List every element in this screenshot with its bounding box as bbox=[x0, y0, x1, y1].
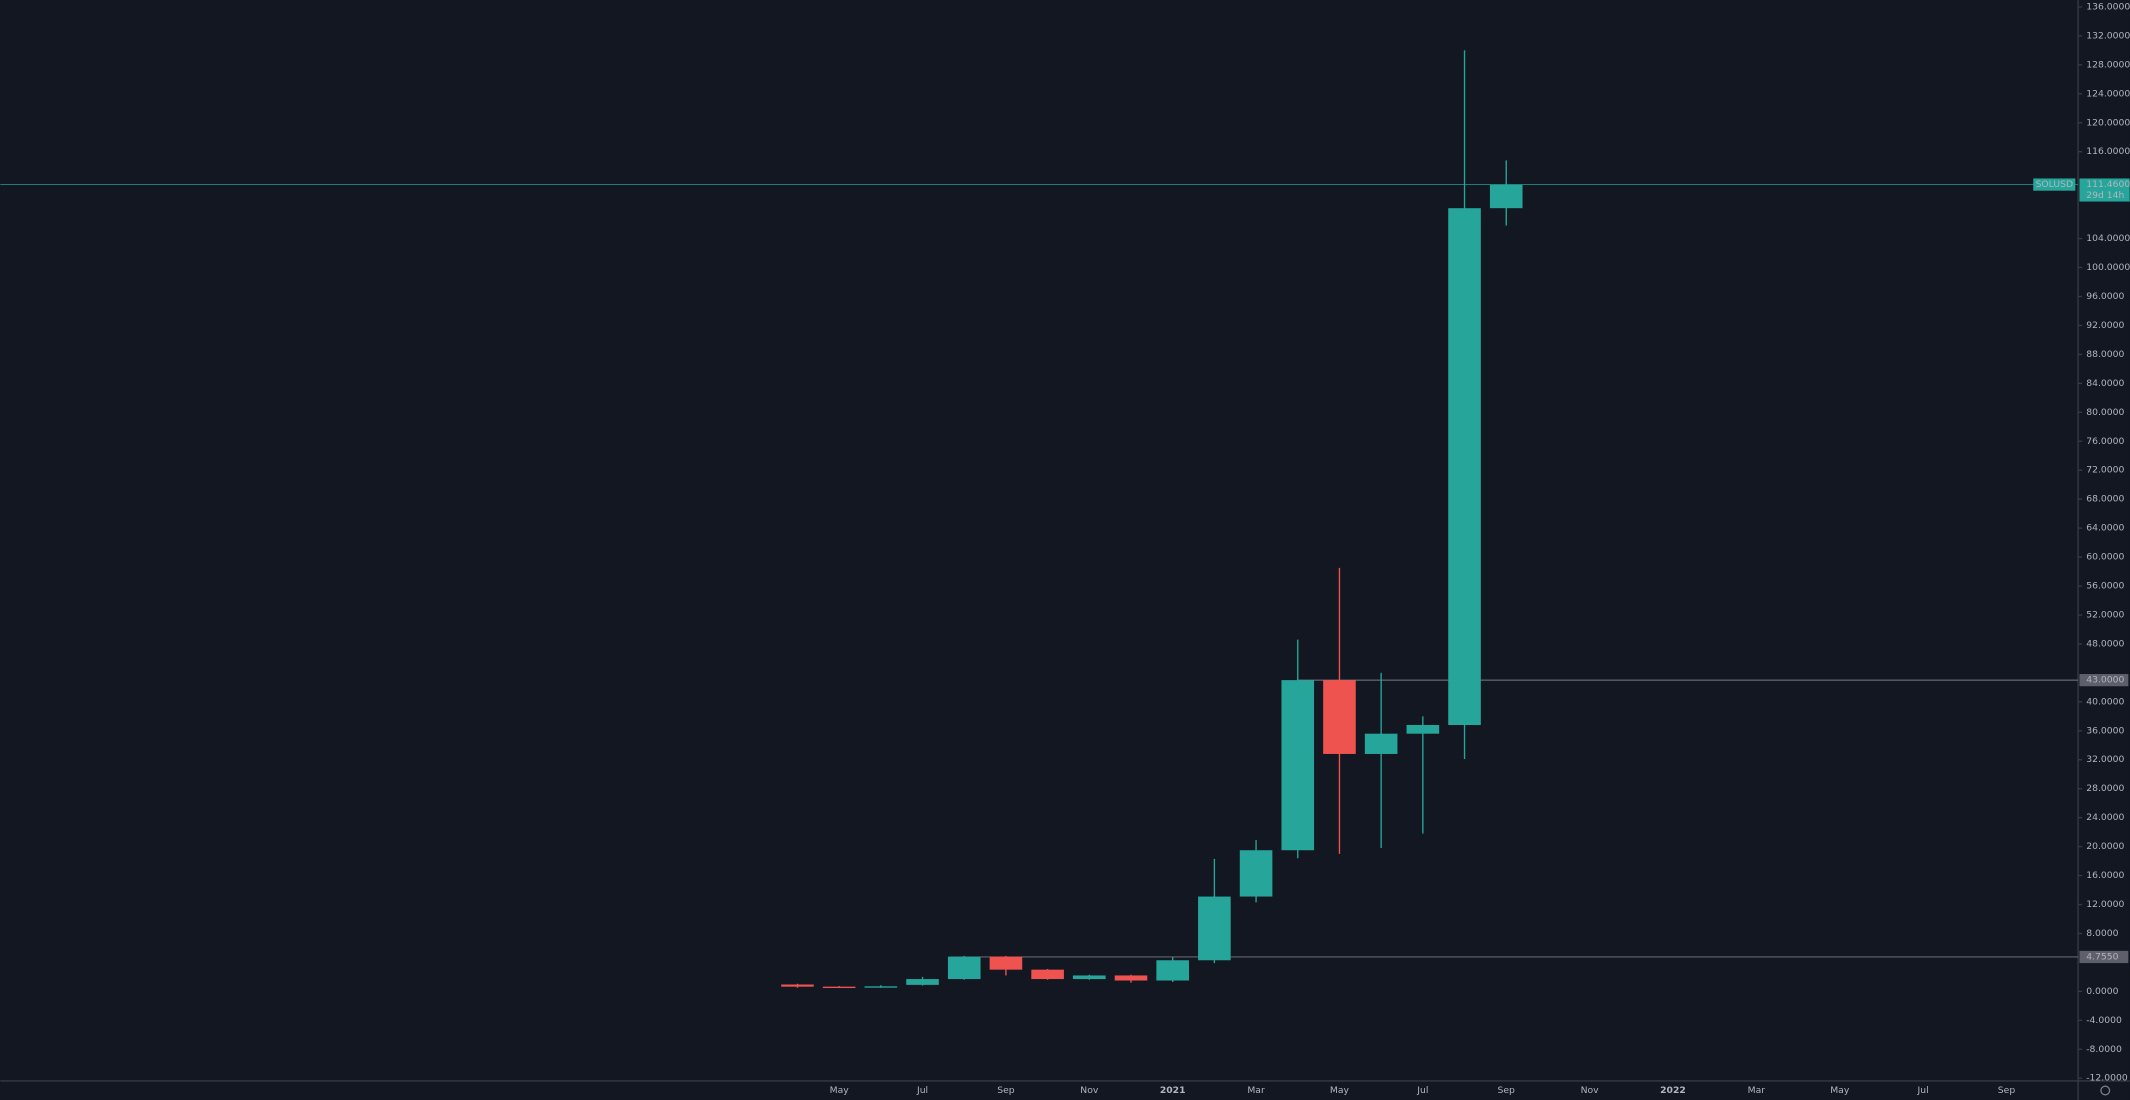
x-tick-label: May bbox=[830, 1085, 850, 1096]
y-tick-label: 104.0000 bbox=[2086, 233, 2130, 244]
x-tick-label: Sep bbox=[1998, 1085, 2016, 1096]
y-tick-label: 124.0000 bbox=[2086, 88, 2130, 99]
y-tick-label: 136.0000 bbox=[2086, 1, 2130, 12]
y-tick-label: 60.0000 bbox=[2086, 552, 2124, 563]
candle-body bbox=[947, 956, 981, 980]
candle-body bbox=[1031, 969, 1064, 980]
x-tick-label: Nov bbox=[1080, 1085, 1099, 1096]
y-tick-label: 68.0000 bbox=[2086, 494, 2124, 505]
y-tick-label: 72.0000 bbox=[2086, 465, 2124, 476]
x-tick-label: May bbox=[1330, 1085, 1350, 1096]
y-tick-label: -8.0000 bbox=[2086, 1044, 2122, 1055]
last-price-label: 111.4600 bbox=[2086, 179, 2130, 190]
x-tick-label: Sep bbox=[1498, 1085, 1516, 1096]
y-tick-label: 116.0000 bbox=[2086, 146, 2130, 157]
y-tick-label: 40.0000 bbox=[2086, 696, 2124, 707]
x-tick-label: Jul bbox=[916, 1085, 928, 1096]
y-tick-label: 48.0000 bbox=[2086, 638, 2124, 649]
candle-body bbox=[1156, 960, 1189, 981]
candle-body bbox=[906, 979, 939, 985]
y-tick-label: 52.0000 bbox=[2086, 609, 2124, 620]
y-tick-label: 64.0000 bbox=[2086, 523, 2124, 534]
candle-body bbox=[1323, 680, 1356, 754]
x-tick-label: May bbox=[1830, 1085, 1850, 1096]
y-tick-label: 24.0000 bbox=[2086, 812, 2124, 823]
symbol-tag bbox=[2033, 178, 2076, 191]
y-tick-label: 0.0000 bbox=[2086, 986, 2118, 997]
y-tick-label: 32.0000 bbox=[2086, 754, 2124, 765]
settings-icon[interactable] bbox=[2100, 1085, 2111, 1096]
y-tick-label: 36.0000 bbox=[2086, 725, 2124, 736]
x-tick-label: Mar bbox=[1247, 1085, 1265, 1096]
level-tag bbox=[2079, 674, 2129, 687]
y-tick-label: 84.0000 bbox=[2086, 378, 2124, 389]
x-tick-label: Jul bbox=[1416, 1085, 1428, 1096]
y-tick-label: 80.0000 bbox=[2086, 407, 2124, 418]
y-tick-label: -12.0000 bbox=[2086, 1073, 2128, 1084]
symbol-label: SOLUSD bbox=[2036, 179, 2073, 190]
x-tick-label: Mar bbox=[1748, 1085, 1766, 1096]
candle-body bbox=[1448, 208, 1481, 726]
y-tick-label: 20.0000 bbox=[2086, 841, 2124, 852]
x-tick-label: 2022 bbox=[1660, 1085, 1686, 1096]
y-tick-label: 28.0000 bbox=[2086, 783, 2124, 794]
level-label: 4.7550 bbox=[2086, 951, 2118, 962]
y-tick-label: 8.0000 bbox=[2086, 928, 2118, 939]
y-tick-label: 88.0000 bbox=[2086, 349, 2124, 360]
x-tick-label: Jul bbox=[1917, 1085, 1929, 1096]
candle-body bbox=[1489, 184, 1523, 209]
candle-body bbox=[1406, 725, 1440, 734]
candle-body bbox=[1364, 733, 1398, 754]
candle-body bbox=[864, 986, 898, 988]
y-tick-label: 16.0000 bbox=[2086, 870, 2124, 881]
candle-body bbox=[1073, 975, 1106, 980]
x-tick-label: Sep bbox=[997, 1085, 1015, 1096]
y-tick-label: 132.0000 bbox=[2086, 30, 2130, 41]
y-tick-label: 128.0000 bbox=[2086, 59, 2130, 70]
y-tick-label: 76.0000 bbox=[2086, 436, 2124, 447]
y-tick-label: 12.0000 bbox=[2086, 899, 2124, 910]
level-tag bbox=[2079, 950, 2129, 964]
candle-body bbox=[1239, 850, 1273, 897]
y-tick-label: 92.0000 bbox=[2086, 320, 2124, 331]
candle-body bbox=[989, 956, 1023, 970]
candle-body bbox=[1114, 975, 1148, 981]
y-tick-label: -4.0000 bbox=[2086, 1015, 2122, 1026]
candle-body bbox=[781, 984, 814, 987]
countdown: 29d 14h bbox=[2086, 190, 2124, 201]
x-tick-label: 2021 bbox=[1160, 1085, 1186, 1096]
candle-body bbox=[822, 986, 856, 989]
candle-body bbox=[1198, 896, 1231, 961]
x-tick-label: Nov bbox=[1581, 1085, 1600, 1096]
level-label: 43.0000 bbox=[2086, 675, 2124, 686]
candle-body bbox=[1281, 680, 1315, 851]
y-tick-label: 120.0000 bbox=[2086, 117, 2130, 128]
y-tick-label: 56.0000 bbox=[2086, 581, 2124, 592]
last-price-tag bbox=[2079, 178, 2130, 202]
y-tick-label: 96.0000 bbox=[2086, 291, 2124, 302]
y-tick-label: 100.0000 bbox=[2086, 262, 2130, 273]
